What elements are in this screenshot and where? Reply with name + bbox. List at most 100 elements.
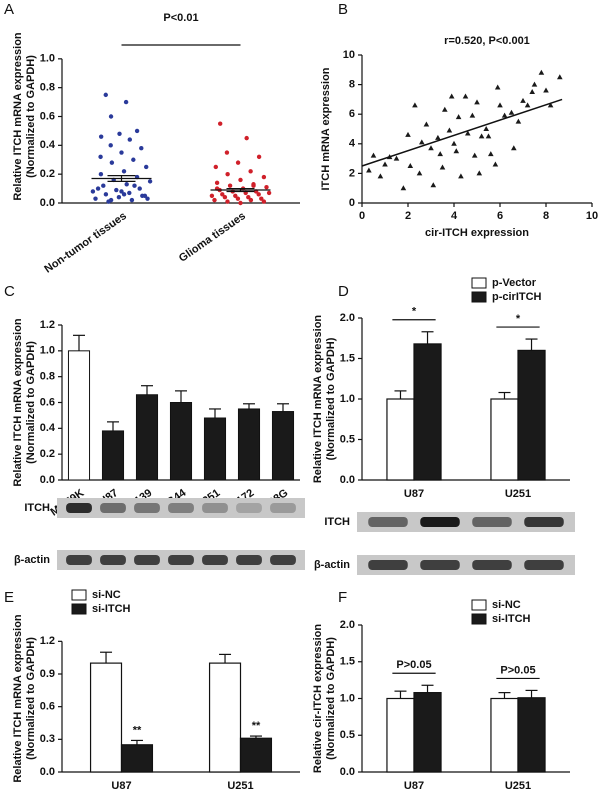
point (393, 155, 400, 161)
point (483, 126, 489, 131)
dot (131, 157, 136, 162)
blot-band (420, 560, 460, 570)
dot (137, 186, 142, 191)
y-tick-label: 0 (349, 197, 355, 209)
dot (142, 193, 148, 198)
point (476, 170, 483, 176)
y-axis-label: (Normalized to GAPDH) (25, 637, 37, 760)
dot (95, 186, 101, 191)
y-axis-label: Relative ITCH mRNA expression (312, 315, 324, 484)
legend-label: si-NC (492, 599, 521, 611)
point (377, 173, 384, 179)
x-tick-label: U251 (505, 780, 531, 792)
x-tick-label: U251 (227, 780, 253, 792)
dot (121, 169, 127, 174)
blot-band (168, 503, 194, 513)
dot (98, 134, 104, 139)
y-tick-label: 0.8 (40, 371, 55, 383)
x-tick-label: U87 (111, 780, 131, 792)
x-tick-label: U87 (404, 780, 424, 792)
point (543, 87, 549, 93)
dot (108, 143, 113, 148)
annotation: * (412, 306, 417, 318)
dot (127, 190, 132, 196)
dot (98, 154, 103, 160)
blot-band (270, 503, 296, 513)
dot (117, 131, 122, 136)
dot (224, 150, 230, 155)
x-tick-label: U251 (505, 488, 531, 500)
blot-band (270, 555, 296, 565)
bar (89, 662, 123, 773)
bar (203, 417, 227, 481)
point (412, 102, 418, 108)
blot-band (236, 555, 262, 565)
y-axis-label: (Normalized to GAPDH) (25, 55, 37, 178)
dot (108, 114, 114, 119)
dot (256, 154, 262, 160)
dot (213, 164, 218, 170)
y-tick-label: 0.0 (340, 474, 355, 486)
y-tick-label: 0.5 (340, 433, 355, 445)
legend-label: si-NC (92, 589, 121, 601)
point (492, 161, 499, 167)
annotation: ** (252, 720, 261, 732)
point (494, 84, 501, 90)
blot-band (524, 560, 564, 570)
bar (490, 398, 519, 481)
bar (271, 411, 295, 481)
point (515, 118, 522, 124)
bar (120, 744, 154, 773)
legend-label: p-Vector (492, 277, 537, 289)
bar (135, 394, 159, 481)
legend-swatch (71, 589, 87, 601)
dot (246, 195, 251, 200)
y-tick-label: 0.3 (40, 733, 55, 745)
point (451, 140, 457, 146)
point (370, 152, 377, 158)
dot (103, 192, 109, 197)
bar (413, 343, 442, 481)
legend-swatch (471, 291, 487, 303)
panel-letter: D (338, 283, 349, 300)
dot (109, 160, 115, 165)
panel-letter: C (4, 283, 15, 300)
y-tick-label: 1.0 (40, 53, 55, 65)
dot (261, 174, 267, 180)
point (446, 127, 453, 133)
y-tick-label: 1.0 (40, 345, 55, 357)
legend-swatch (471, 599, 487, 611)
legend-swatch (471, 277, 487, 289)
point (501, 112, 508, 118)
blot-band (134, 555, 160, 565)
y-tick-label: 8 (349, 79, 355, 91)
annotation: P>0.05 (500, 664, 535, 676)
blot-band (100, 503, 126, 513)
y-axis-label: (Normalized to GAPDH) (325, 637, 337, 760)
dot (235, 160, 241, 165)
dot (116, 195, 122, 200)
blot-band (236, 503, 262, 513)
blot-label: ITCH (324, 516, 350, 528)
blot-band (368, 560, 408, 570)
dot (119, 189, 124, 194)
y-tick-label: 0.8 (40, 82, 55, 94)
bar (239, 737, 273, 773)
point (478, 133, 485, 139)
dot (98, 171, 104, 177)
x-tick-label: 2 (405, 210, 411, 222)
point (488, 151, 494, 157)
legend-swatch (471, 613, 487, 625)
dot (129, 197, 135, 203)
y-tick-label: 1.2 (40, 319, 55, 331)
point (439, 164, 446, 170)
x-tick-label: 8 (543, 210, 549, 222)
point (497, 102, 503, 108)
point (442, 106, 448, 112)
blot-label: β-actin (314, 559, 350, 571)
dot (212, 197, 217, 203)
y-axis-label: (Normalized to GAPDH) (325, 337, 337, 460)
dot (101, 183, 106, 188)
point (455, 114, 462, 120)
